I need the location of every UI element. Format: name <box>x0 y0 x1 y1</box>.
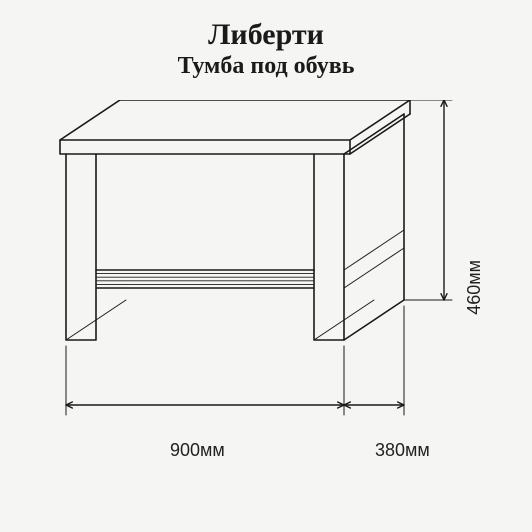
title-block: Либерти Тумба под обувь <box>0 0 532 79</box>
dimension-depth: 380мм <box>375 440 430 461</box>
product-type: Тумба под обувь <box>0 53 532 79</box>
product-name: Либерти <box>0 18 532 51</box>
furniture-diagram <box>0 100 532 500</box>
dimension-height: 460мм <box>464 260 485 315</box>
dimension-width: 900мм <box>170 440 225 461</box>
